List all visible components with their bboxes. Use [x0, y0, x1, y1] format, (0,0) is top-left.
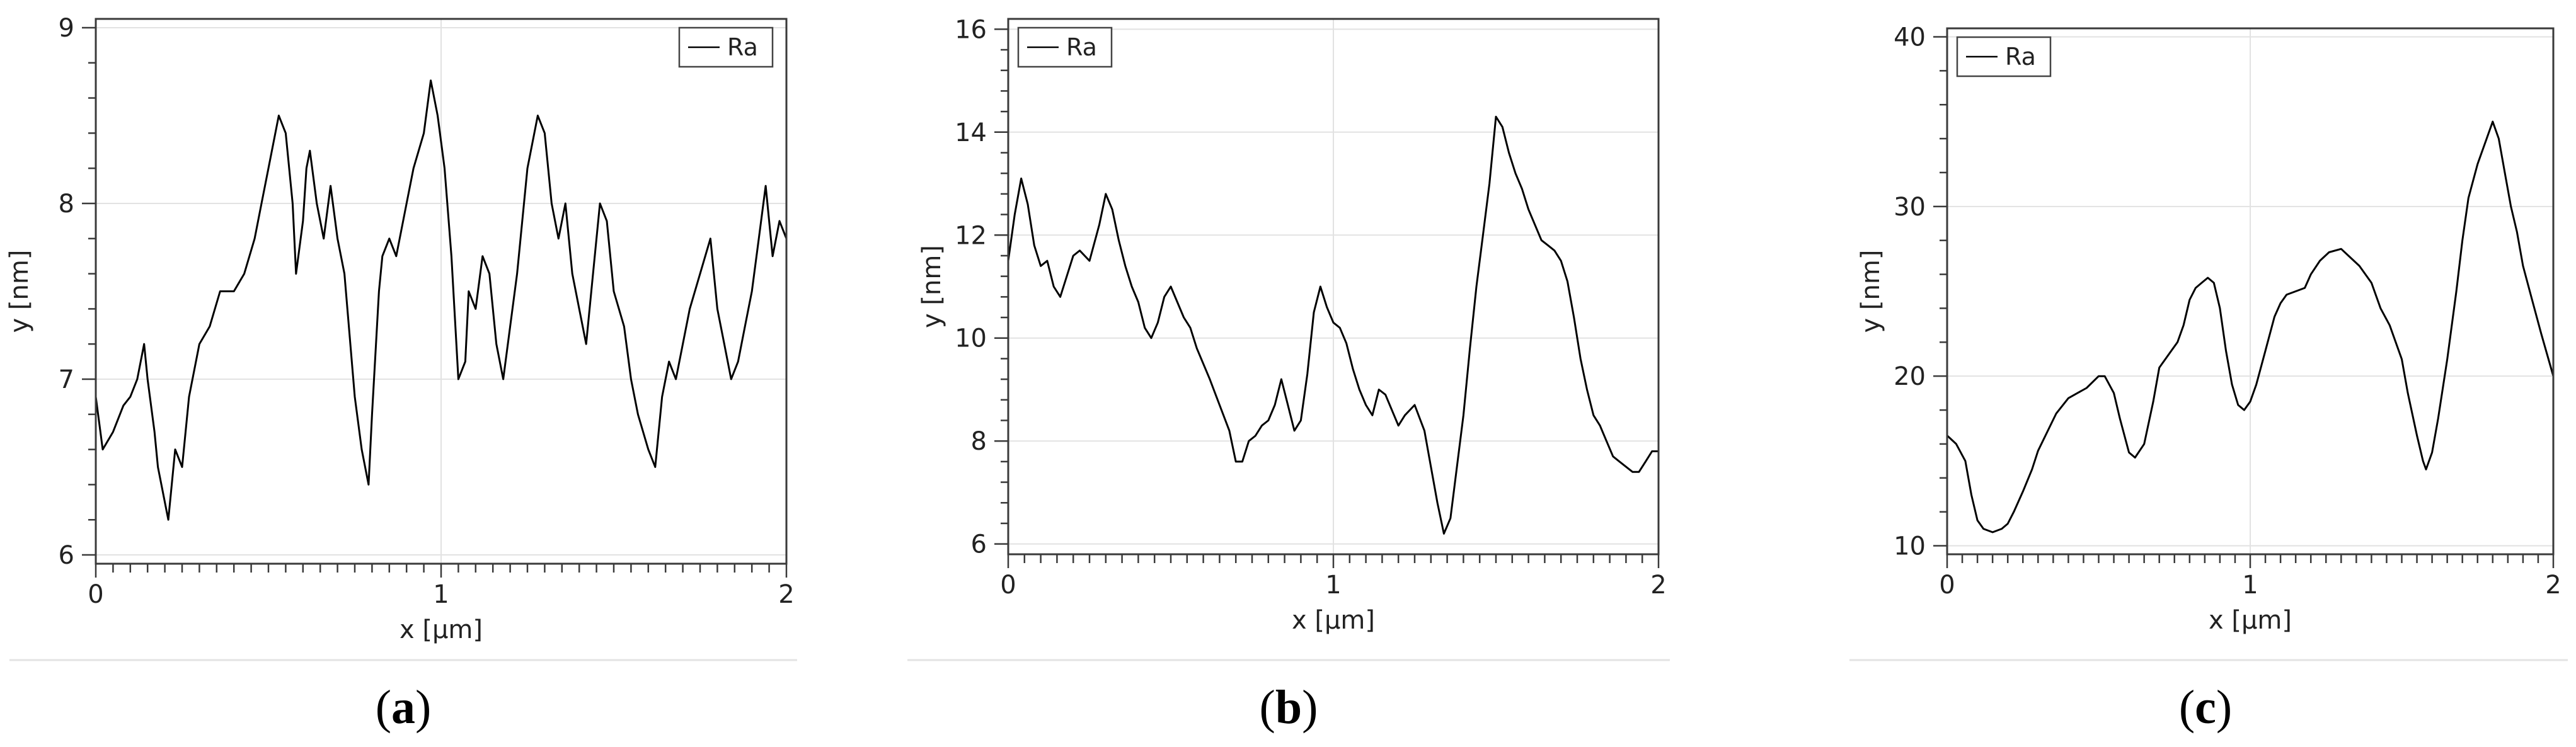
- series-line: [1946, 120, 2555, 533]
- y-tick-label: 6: [59, 541, 74, 570]
- x-tick-label: 1: [1325, 571, 1341, 600]
- y-tick-label: 8: [971, 427, 987, 456]
- x-tick-label: 2: [2545, 571, 2561, 600]
- y-tick-label: 40: [1894, 23, 1926, 52]
- x-axis-label: x [µm]: [1292, 606, 1375, 635]
- panel-caption-letter: a: [391, 681, 415, 734]
- chart-panel-c: 0 1 2 10 20 30 40 x [µm] y [nm] Ra (c): [1849, 23, 2568, 734]
- panel-caption: (c): [2179, 681, 2232, 734]
- legend-entry: Ra: [2005, 43, 2036, 71]
- x-tick-label: 1: [433, 580, 449, 609]
- y-tick-label: 7: [59, 365, 74, 394]
- x-axis-label: x [µm]: [2209, 606, 2292, 635]
- x-tick-label: 2: [1650, 571, 1666, 600]
- y-tick-label: 16: [955, 15, 987, 44]
- chart-panel-a: 0 1 2 6 7 8 9 x [µm] y [nm] Ra (a): [5, 14, 797, 734]
- legend: Ra: [1017, 26, 1113, 68]
- x-tick-label: 2: [778, 580, 794, 609]
- series-line: [95, 79, 788, 521]
- legend-entry: Ra: [1066, 33, 1097, 61]
- y-tick-label: 14: [955, 118, 987, 147]
- x-tick-label: 0: [1939, 571, 1955, 600]
- y-axis-label: y [nm]: [917, 245, 946, 328]
- x-axis-label: x [µm]: [400, 615, 483, 644]
- legend: Ra: [678, 26, 774, 68]
- y-tick-label: 20: [1894, 362, 1926, 391]
- x-tick-label: 0: [88, 580, 103, 609]
- panel-caption: (b): [1260, 681, 1318, 734]
- y-axis-label: y [nm]: [5, 250, 34, 333]
- panel-caption-letter: b: [1275, 681, 1302, 734]
- x-tick-label: 1: [2242, 571, 2258, 600]
- y-tick-label: 30: [1894, 193, 1926, 222]
- legend: Ra: [1956, 36, 2052, 77]
- series-line: [1007, 115, 1659, 535]
- y-tick-label: 10: [1894, 532, 1926, 561]
- y-tick-label: 6: [971, 530, 987, 559]
- y-tick-label: 8: [59, 190, 74, 219]
- y-tick-label: 12: [955, 221, 987, 250]
- panel-caption: (a): [376, 681, 432, 734]
- y-tick-label: 10: [955, 324, 987, 353]
- y-axis-label: y [nm]: [1856, 250, 1885, 333]
- legend-entry: Ra: [727, 33, 758, 61]
- x-tick-label: 0: [1000, 571, 1016, 600]
- panel-caption-letter: c: [2195, 681, 2216, 734]
- y-tick-label: 9: [59, 14, 74, 43]
